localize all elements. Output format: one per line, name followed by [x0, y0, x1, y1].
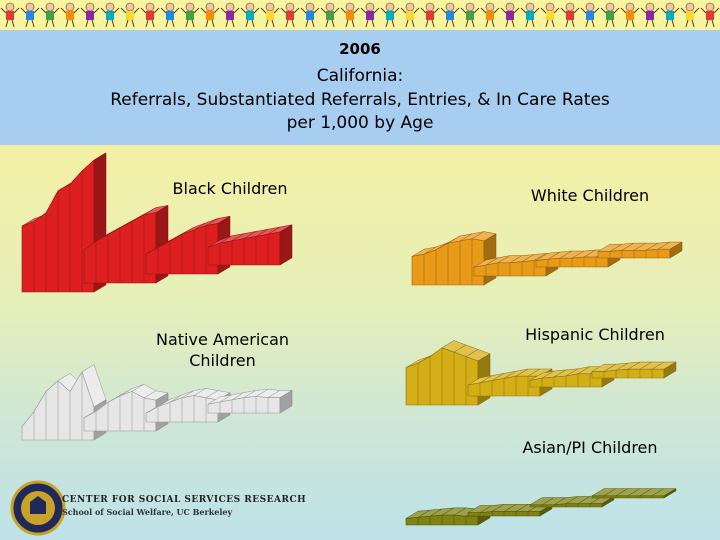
- child-figure: [640, 2, 660, 28]
- child-figure: [140, 2, 160, 28]
- uc-berkeley-seal-icon: [10, 480, 66, 536]
- child-figure: [40, 2, 60, 28]
- child-figure: [520, 2, 540, 28]
- child-figure: [500, 2, 520, 28]
- title-line-3: per 1,000 by Age: [286, 113, 434, 133]
- series-ribbon: [591, 361, 677, 379]
- child-figure: [620, 2, 640, 28]
- child-figure: [240, 2, 260, 28]
- child-figure: [480, 2, 500, 28]
- child-figure: [660, 2, 680, 28]
- child-figure: [560, 2, 580, 28]
- child-figure: [180, 2, 200, 28]
- child-figure: [0, 2, 20, 28]
- series-ribbon: [411, 231, 497, 286]
- child-figure: [220, 2, 240, 28]
- footer-org-name: CENTER FOR SOCIAL SERVICES RESEARCH: [62, 495, 307, 505]
- series-ribbon: [591, 488, 677, 499]
- child-figure: [420, 2, 440, 28]
- child-figure: [540, 2, 560, 28]
- chart-panel: [411, 231, 683, 286]
- child-figure: [320, 2, 340, 28]
- title-line-2: Referrals, Substantiated Referrals, Entr…: [110, 90, 610, 110]
- child-figure: [80, 2, 100, 28]
- child-figure: [360, 2, 380, 28]
- title-banner: [0, 30, 720, 145]
- child-figure: [100, 2, 120, 28]
- chart-panel: [405, 340, 677, 406]
- chart-panel: [405, 488, 677, 526]
- children-figures: [0, 2, 720, 28]
- series-ribbon: [207, 224, 293, 266]
- panel-title-asian-pi: Asian/PI Children: [522, 438, 658, 457]
- child-figure: [60, 2, 80, 28]
- child-figure: [380, 2, 400, 28]
- child-figure: [120, 2, 140, 28]
- child-figure: [700, 2, 720, 28]
- chart-year: 2006: [339, 40, 381, 58]
- child-figure: [680, 2, 700, 28]
- child-figure: [600, 2, 620, 28]
- series-ribbon: [207, 389, 293, 414]
- series-ribbon: [597, 241, 683, 259]
- child-figure: [260, 2, 280, 28]
- chart-panel: [21, 152, 293, 293]
- footer-school-name: School of Social Welfare, UC Berkeley: [62, 507, 233, 517]
- series-ribbon: [473, 252, 559, 277]
- child-figure: [440, 2, 460, 28]
- panel-title-black: Black Children: [172, 179, 288, 198]
- child-figure: [20, 2, 40, 28]
- child-figure: [460, 2, 480, 28]
- chart-panel: [21, 364, 293, 441]
- series-ribbon: [83, 204, 169, 284]
- panel-title-white: White Children: [530, 186, 650, 205]
- ribbon-side-face: [279, 224, 293, 266]
- child-figure: [160, 2, 180, 28]
- child-figure: [400, 2, 420, 28]
- panel-title-hispanic: Hispanic Children: [525, 325, 665, 344]
- series-ribbon: [467, 503, 553, 517]
- child-figure: [580, 2, 600, 28]
- panel-title-native-american: Native American Children: [155, 330, 290, 370]
- child-figure: [340, 2, 360, 28]
- child-figure: [200, 2, 220, 28]
- series-ribbon: [467, 368, 553, 397]
- child-figure: [300, 2, 320, 28]
- child-figure: [280, 2, 300, 28]
- title-line-1: California:: [316, 66, 404, 86]
- children-illustration-strip: [0, 0, 720, 30]
